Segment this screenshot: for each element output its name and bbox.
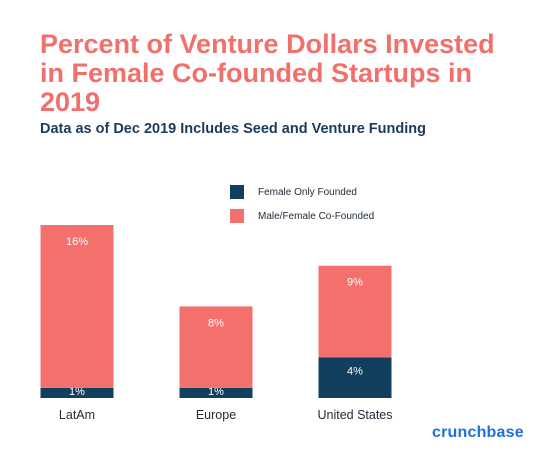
data-label-co-founded-united-states: 9% (347, 277, 363, 289)
data-label-female-only-latam: 1% (69, 386, 85, 398)
bar-female-only-united-states (318, 357, 392, 398)
legend: Female Only Founded Male/Female Co-Found… (230, 184, 374, 232)
legend-label-co-founded: Male/Female Co-Founded (258, 210, 375, 222)
legend-swatch-female-only (230, 185, 244, 199)
category-label-latam: LatAm (59, 408, 95, 422)
chart-subtitle: Data as of Dec 2019 Includes Seed and Ve… (40, 121, 426, 137)
legend-swatch-co-founded (230, 209, 244, 223)
category-label-united-states: United States (317, 408, 392, 422)
chart-title: Percent of Venture Dollars Invested in F… (40, 29, 495, 117)
crunchbase-logo: crunchbase (432, 424, 524, 441)
bar-female-only-latam (40, 387, 114, 398)
data-label-female-only-united-states: 4% (347, 365, 363, 377)
bar-female-only-europe (179, 387, 253, 398)
legend-label-female-only: Female Only Founded (258, 186, 357, 198)
category-label-europe: Europe (196, 408, 236, 422)
legend-item-co-founded: Male/Female Co-Founded (230, 208, 374, 224)
data-label-co-founded-europe: 8% (208, 317, 224, 329)
data-label-female-only-europe: 1% (208, 386, 224, 398)
data-label-co-founded-latam: 16% (66, 236, 88, 248)
bar-co-founded-europe (179, 306, 253, 388)
bar-co-founded-latam (40, 225, 114, 388)
legend-item-female-only: Female Only Founded (230, 184, 374, 200)
bar-co-founded-united-states (318, 265, 392, 358)
